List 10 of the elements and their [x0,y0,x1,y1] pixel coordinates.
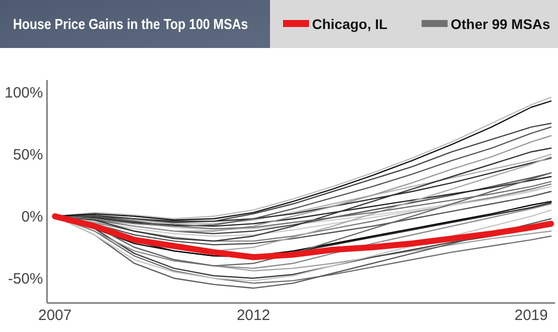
y-tick-label: 100% [4,84,43,102]
y-tick-label: 50% [12,146,43,164]
x-tick-label: 2019 [514,307,548,324]
y-tick-label: 0% [21,208,43,226]
legend-label: Chicago, IL [312,16,388,32]
y-tick-label: -50% [8,270,43,288]
legend-label: Other 99 MSAs [450,16,550,32]
chart-title: House Price Gains in the Top 100 MSAs [13,17,286,33]
x-tick-label: 2012 [236,307,270,324]
x-tick-label: 2007 [38,307,72,324]
